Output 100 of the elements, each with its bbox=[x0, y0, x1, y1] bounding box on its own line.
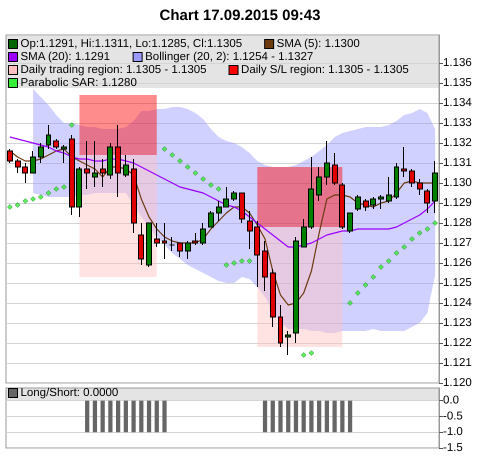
y-tick-label: 1.121 bbox=[443, 357, 472, 369]
point bbox=[169, 152, 175, 158]
point bbox=[224, 262, 230, 268]
candlestick bbox=[417, 178, 423, 196]
candlestick bbox=[386, 176, 392, 204]
point bbox=[401, 244, 407, 250]
point bbox=[424, 226, 430, 232]
y-tick-label: -0.5 bbox=[443, 410, 463, 422]
candlestick bbox=[409, 168, 415, 188]
candlestick bbox=[38, 142, 44, 164]
y-tick-label: 1.126 bbox=[443, 257, 472, 269]
candlestick bbox=[131, 158, 137, 234]
point bbox=[208, 182, 214, 188]
candlestick bbox=[378, 194, 384, 210]
candlestick bbox=[231, 190, 237, 202]
point bbox=[308, 350, 314, 356]
legend-label: Daily trading region: 1.1305 - 1.1305 bbox=[20, 64, 207, 76]
point bbox=[200, 176, 206, 182]
point bbox=[347, 300, 353, 306]
candlestick bbox=[61, 144, 67, 164]
legend-label: Op:1.1291, Hi:1.1311, Lo:1.1285, Cl:1.1305 bbox=[20, 38, 242, 50]
y-tick-label: 1.125 bbox=[443, 277, 472, 289]
point bbox=[216, 186, 222, 192]
candlestick bbox=[316, 166, 322, 202]
y-tick-label: 1.127 bbox=[443, 237, 472, 249]
y-tick-label: 1.120 bbox=[443, 377, 472, 389]
point bbox=[22, 198, 28, 204]
point bbox=[355, 290, 361, 296]
candlestick bbox=[432, 160, 438, 214]
point bbox=[378, 264, 384, 270]
point bbox=[300, 352, 306, 358]
y-tick-label: 1.128 bbox=[443, 217, 472, 229]
candlestick bbox=[293, 236, 299, 344]
y-tick-label: 1.135 bbox=[443, 77, 472, 89]
y-tick-label: -1.0 bbox=[443, 426, 463, 438]
candlestick bbox=[84, 140, 90, 190]
y-tick-label: 1.122 bbox=[443, 337, 472, 349]
point bbox=[416, 230, 422, 236]
point bbox=[38, 194, 44, 200]
point bbox=[370, 274, 376, 280]
candlestick bbox=[401, 146, 407, 178]
candlestick bbox=[394, 162, 399, 200]
candlestick bbox=[324, 140, 330, 186]
point bbox=[177, 158, 183, 164]
candlestick bbox=[146, 222, 152, 268]
candlestick bbox=[355, 194, 361, 212]
point bbox=[46, 190, 52, 196]
point bbox=[246, 258, 252, 264]
candlestick bbox=[7, 148, 13, 164]
legend-label: Bollinger (20, 2): 1.1254 - 1.1327 bbox=[145, 51, 314, 63]
point bbox=[54, 186, 60, 192]
point bbox=[61, 184, 67, 190]
point bbox=[394, 250, 400, 256]
point bbox=[409, 236, 415, 242]
candlestick bbox=[270, 268, 276, 328]
point bbox=[192, 170, 198, 176]
candlestick bbox=[169, 236, 175, 252]
candlestick bbox=[278, 304, 283, 348]
y-tick-label: 1.136 bbox=[443, 57, 472, 69]
candlestick bbox=[30, 150, 36, 174]
point bbox=[432, 220, 438, 226]
y-tick-label: 1.130 bbox=[443, 177, 472, 189]
y-tick-label: 1.124 bbox=[443, 297, 472, 309]
y-tick-label: 0.0 bbox=[443, 394, 459, 407]
point bbox=[386, 258, 392, 264]
line-series bbox=[9, 136, 436, 248]
candlestick bbox=[262, 240, 268, 292]
candlestick bbox=[115, 124, 121, 198]
candlestick bbox=[332, 152, 338, 186]
candlestick bbox=[92, 140, 98, 188]
y-tick-label: 1.134 bbox=[443, 97, 472, 109]
candlestick bbox=[347, 212, 353, 234]
candlestick bbox=[239, 192, 245, 224]
candlestick bbox=[162, 222, 167, 260]
chart-title: Chart 17.09.2015 09:43 bbox=[160, 7, 320, 24]
candlestick bbox=[339, 182, 345, 230]
point bbox=[362, 282, 368, 288]
y-tick-label: 1.132 bbox=[443, 137, 472, 149]
point bbox=[14, 202, 20, 208]
legend-label: SMA (20): 1.1291 bbox=[20, 51, 110, 63]
candlestick bbox=[123, 154, 129, 178]
candlestick bbox=[53, 138, 59, 150]
legend-label: Daily S/L region: 1.1305 - 1.1305 bbox=[241, 64, 409, 76]
candlestick bbox=[208, 210, 214, 228]
point bbox=[7, 204, 13, 210]
legend-label: SMA (5): 1.1300 bbox=[276, 38, 360, 50]
candlestick bbox=[138, 222, 144, 266]
point bbox=[30, 196, 36, 202]
candlestick bbox=[200, 222, 206, 246]
y-tick-label: 1.131 bbox=[443, 157, 472, 169]
legend-label: Parabolic SAR: 1.1280 bbox=[20, 77, 137, 89]
point bbox=[231, 260, 237, 266]
y-tick-label: 1.133 bbox=[443, 117, 472, 129]
legend-label: Long/Short: 0.0000 bbox=[20, 387, 118, 399]
candlestick bbox=[424, 188, 430, 214]
point bbox=[184, 164, 190, 170]
y-tick-label: -1.5 bbox=[443, 442, 463, 454]
y-tick-label: 1.123 bbox=[443, 317, 472, 329]
y-tick-label: 1.129 bbox=[443, 197, 472, 209]
candlestick bbox=[46, 124, 51, 150]
